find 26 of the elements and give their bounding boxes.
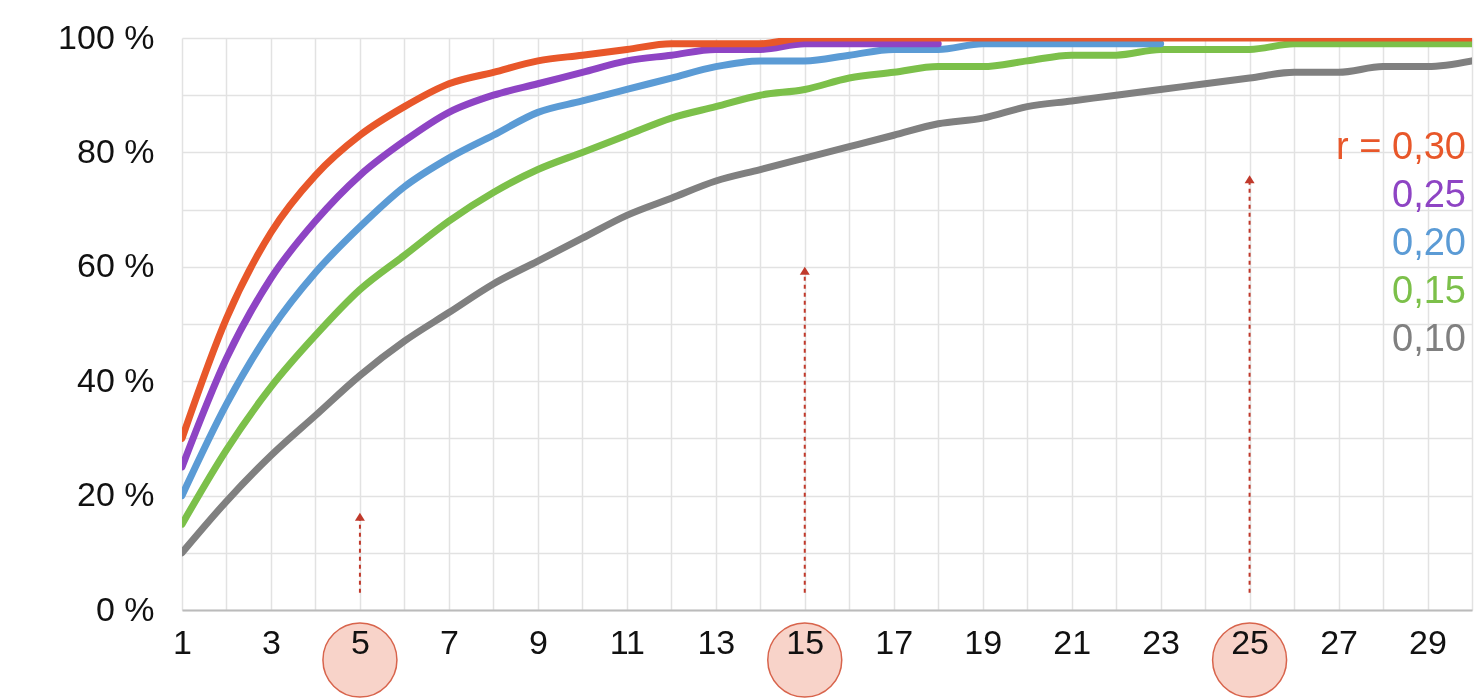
text: 0,15	[1392, 269, 1466, 311]
x-tick-label: 5	[350, 622, 370, 661]
x-tick-label: 7	[439, 622, 459, 661]
y-tick-label: 40 %	[77, 360, 155, 399]
text: r = 0,30	[1336, 125, 1466, 167]
x-tick-label: 21	[1053, 622, 1092, 661]
y-tick-label: 60 %	[77, 246, 155, 285]
y-tick-label: 0 %	[95, 589, 155, 628]
x-tick-label: 1	[173, 622, 192, 661]
y-tick-label: 100 %	[58, 17, 155, 56]
x-tick-label: 25	[1231, 622, 1269, 661]
x-tick-label: 19	[964, 622, 1003, 661]
x-tick-label: 11	[609, 622, 645, 661]
text: 0,20	[1392, 221, 1466, 263]
x-tick-label: 3	[262, 622, 281, 661]
x-tick-label: 27	[1320, 622, 1358, 661]
text: 0,25	[1392, 173, 1466, 215]
x-tick-label: 23	[1142, 622, 1181, 661]
y-tick-label: 20 %	[77, 475, 155, 514]
text: 0,10	[1392, 317, 1466, 359]
x-tick-label: 29	[1409, 622, 1447, 661]
x-tick-label: 17	[875, 622, 914, 661]
x-tick-label: 13	[697, 622, 736, 661]
y-tick-label: 80 %	[77, 131, 155, 170]
x-tick-label: 15	[786, 622, 825, 661]
x-tick-label: 9	[528, 622, 548, 661]
